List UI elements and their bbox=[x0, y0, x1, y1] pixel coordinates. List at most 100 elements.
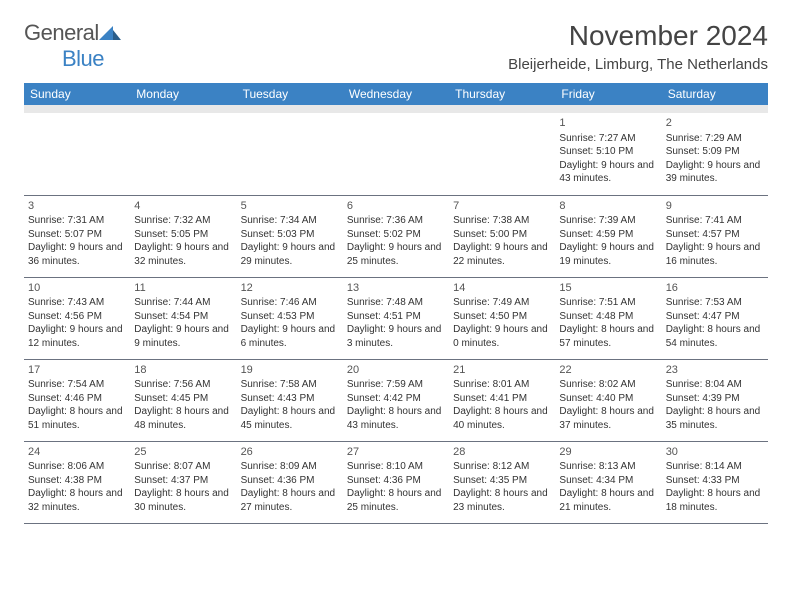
calendar-cell: 17Sunrise: 7:54 AM Sunset: 4:46 PM Dayli… bbox=[24, 359, 130, 441]
calendar-cell: 15Sunrise: 7:51 AM Sunset: 4:48 PM Dayli… bbox=[555, 277, 661, 359]
calendar-cell: 2Sunrise: 7:29 AM Sunset: 5:09 PM Daylig… bbox=[662, 113, 768, 195]
day-info: Sunrise: 7:54 AM Sunset: 4:46 PM Dayligh… bbox=[28, 378, 126, 432]
calendar-cell: 24Sunrise: 8:06 AM Sunset: 4:38 PM Dayli… bbox=[24, 441, 130, 523]
calendar-cell: 18Sunrise: 7:56 AM Sunset: 4:45 PM Dayli… bbox=[130, 359, 236, 441]
day-number: 28 bbox=[453, 445, 551, 460]
logo-triangle-icon bbox=[99, 24, 121, 40]
day-number: 24 bbox=[28, 445, 126, 460]
day-info: Sunrise: 7:53 AM Sunset: 4:47 PM Dayligh… bbox=[666, 296, 764, 350]
calendar-cell: 12Sunrise: 7:46 AM Sunset: 4:53 PM Dayli… bbox=[237, 277, 343, 359]
calendar-cell: 28Sunrise: 8:12 AM Sunset: 4:35 PM Dayli… bbox=[449, 441, 555, 523]
day-info: Sunrise: 7:34 AM Sunset: 5:03 PM Dayligh… bbox=[241, 214, 339, 268]
day-number: 21 bbox=[453, 363, 551, 378]
day-info: Sunrise: 8:10 AM Sunset: 4:36 PM Dayligh… bbox=[347, 460, 445, 514]
calendar-cell: 4Sunrise: 7:32 AM Sunset: 5:05 PM Daylig… bbox=[130, 195, 236, 277]
calendar-cell bbox=[343, 113, 449, 195]
calendar-cell: 13Sunrise: 7:48 AM Sunset: 4:51 PM Dayli… bbox=[343, 277, 449, 359]
calendar-cell: 26Sunrise: 8:09 AM Sunset: 4:36 PM Dayli… bbox=[237, 441, 343, 523]
calendar-cell bbox=[24, 113, 130, 195]
calendar-cell: 8Sunrise: 7:39 AM Sunset: 4:59 PM Daylig… bbox=[555, 195, 661, 277]
calendar-body: 1Sunrise: 7:27 AM Sunset: 5:10 PM Daylig… bbox=[24, 105, 768, 523]
day-info: Sunrise: 8:14 AM Sunset: 4:33 PM Dayligh… bbox=[666, 460, 764, 514]
day-header: Monday bbox=[130, 83, 236, 105]
logo-primary: General bbox=[24, 20, 99, 45]
day-info: Sunrise: 7:58 AM Sunset: 4:43 PM Dayligh… bbox=[241, 378, 339, 432]
day-info: Sunrise: 8:07 AM Sunset: 4:37 PM Dayligh… bbox=[134, 460, 232, 514]
day-info: Sunrise: 7:46 AM Sunset: 4:53 PM Dayligh… bbox=[241, 296, 339, 350]
day-number: 9 bbox=[666, 199, 764, 214]
calendar-cell: 20Sunrise: 7:59 AM Sunset: 4:42 PM Dayli… bbox=[343, 359, 449, 441]
day-info: Sunrise: 8:01 AM Sunset: 4:41 PM Dayligh… bbox=[453, 378, 551, 432]
day-info: Sunrise: 8:13 AM Sunset: 4:34 PM Dayligh… bbox=[559, 460, 657, 514]
calendar-cell bbox=[237, 113, 343, 195]
day-info: Sunrise: 7:29 AM Sunset: 5:09 PM Dayligh… bbox=[666, 132, 764, 186]
day-info: Sunrise: 7:32 AM Sunset: 5:05 PM Dayligh… bbox=[134, 214, 232, 268]
day-info: Sunrise: 7:56 AM Sunset: 4:45 PM Dayligh… bbox=[134, 378, 232, 432]
calendar-cell: 16Sunrise: 7:53 AM Sunset: 4:47 PM Dayli… bbox=[662, 277, 768, 359]
day-number: 5 bbox=[241, 199, 339, 214]
day-number: 6 bbox=[347, 199, 445, 214]
calendar-row: 24Sunrise: 8:06 AM Sunset: 4:38 PM Dayli… bbox=[24, 441, 768, 523]
title-block: November 2024 Bleijerheide, Limburg, The… bbox=[508, 20, 768, 73]
day-info: Sunrise: 8:06 AM Sunset: 4:38 PM Dayligh… bbox=[28, 460, 126, 514]
day-number: 7 bbox=[453, 199, 551, 214]
calendar-cell: 29Sunrise: 8:13 AM Sunset: 4:34 PM Dayli… bbox=[555, 441, 661, 523]
location-text: Bleijerheide, Limburg, The Netherlands bbox=[508, 56, 768, 73]
calendar-cell: 3Sunrise: 7:31 AM Sunset: 5:07 PM Daylig… bbox=[24, 195, 130, 277]
day-number: 1 bbox=[559, 116, 657, 131]
day-info: Sunrise: 7:31 AM Sunset: 5:07 PM Dayligh… bbox=[28, 214, 126, 268]
day-info: Sunrise: 8:02 AM Sunset: 4:40 PM Dayligh… bbox=[559, 378, 657, 432]
day-number: 2 bbox=[666, 116, 764, 131]
header: General Blue November 2024 Bleijerheide,… bbox=[24, 20, 768, 73]
day-number: 17 bbox=[28, 363, 126, 378]
day-number: 16 bbox=[666, 281, 764, 296]
day-header: Friday bbox=[555, 83, 661, 105]
day-number: 11 bbox=[134, 281, 232, 296]
day-number: 12 bbox=[241, 281, 339, 296]
day-number: 10 bbox=[28, 281, 126, 296]
day-info: Sunrise: 7:39 AM Sunset: 4:59 PM Dayligh… bbox=[559, 214, 657, 268]
calendar-row: 1Sunrise: 7:27 AM Sunset: 5:10 PM Daylig… bbox=[24, 113, 768, 195]
day-info: Sunrise: 7:38 AM Sunset: 5:00 PM Dayligh… bbox=[453, 214, 551, 268]
calendar-row: 17Sunrise: 7:54 AM Sunset: 4:46 PM Dayli… bbox=[24, 359, 768, 441]
day-info: Sunrise: 7:49 AM Sunset: 4:50 PM Dayligh… bbox=[453, 296, 551, 350]
day-number: 22 bbox=[559, 363, 657, 378]
day-number: 27 bbox=[347, 445, 445, 460]
calendar-cell bbox=[449, 113, 555, 195]
calendar-cell bbox=[130, 113, 236, 195]
logo-secondary: Blue bbox=[62, 46, 104, 71]
calendar-cell: 22Sunrise: 8:02 AM Sunset: 4:40 PM Dayli… bbox=[555, 359, 661, 441]
calendar-cell: 25Sunrise: 8:07 AM Sunset: 4:37 PM Dayli… bbox=[130, 441, 236, 523]
calendar-cell: 23Sunrise: 8:04 AM Sunset: 4:39 PM Dayli… bbox=[662, 359, 768, 441]
calendar-row: 10Sunrise: 7:43 AM Sunset: 4:56 PM Dayli… bbox=[24, 277, 768, 359]
calendar-cell: 14Sunrise: 7:49 AM Sunset: 4:50 PM Dayli… bbox=[449, 277, 555, 359]
day-info: Sunrise: 7:36 AM Sunset: 5:02 PM Dayligh… bbox=[347, 214, 445, 268]
day-number: 20 bbox=[347, 363, 445, 378]
day-header-row: SundayMondayTuesdayWednesdayThursdayFrid… bbox=[24, 83, 768, 105]
calendar-cell: 6Sunrise: 7:36 AM Sunset: 5:02 PM Daylig… bbox=[343, 195, 449, 277]
day-header: Saturday bbox=[662, 83, 768, 105]
calendar-cell: 11Sunrise: 7:44 AM Sunset: 4:54 PM Dayli… bbox=[130, 277, 236, 359]
day-info: Sunrise: 7:48 AM Sunset: 4:51 PM Dayligh… bbox=[347, 296, 445, 350]
day-info: Sunrise: 8:12 AM Sunset: 4:35 PM Dayligh… bbox=[453, 460, 551, 514]
page-title: November 2024 bbox=[508, 20, 768, 52]
day-info: Sunrise: 7:27 AM Sunset: 5:10 PM Dayligh… bbox=[559, 132, 657, 186]
calendar-cell: 19Sunrise: 7:58 AM Sunset: 4:43 PM Dayli… bbox=[237, 359, 343, 441]
calendar-cell: 21Sunrise: 8:01 AM Sunset: 4:41 PM Dayli… bbox=[449, 359, 555, 441]
day-number: 13 bbox=[347, 281, 445, 296]
day-info: Sunrise: 8:09 AM Sunset: 4:36 PM Dayligh… bbox=[241, 460, 339, 514]
day-info: Sunrise: 7:44 AM Sunset: 4:54 PM Dayligh… bbox=[134, 296, 232, 350]
day-number: 25 bbox=[134, 445, 232, 460]
day-number: 8 bbox=[559, 199, 657, 214]
day-info: Sunrise: 7:59 AM Sunset: 4:42 PM Dayligh… bbox=[347, 378, 445, 432]
day-number: 29 bbox=[559, 445, 657, 460]
logo: General Blue bbox=[24, 20, 121, 72]
day-number: 23 bbox=[666, 363, 764, 378]
calendar-cell: 30Sunrise: 8:14 AM Sunset: 4:33 PM Dayli… bbox=[662, 441, 768, 523]
calendar-row: 3Sunrise: 7:31 AM Sunset: 5:07 PM Daylig… bbox=[24, 195, 768, 277]
day-number: 3 bbox=[28, 199, 126, 214]
day-number: 19 bbox=[241, 363, 339, 378]
day-info: Sunrise: 8:04 AM Sunset: 4:39 PM Dayligh… bbox=[666, 378, 764, 432]
calendar-cell: 10Sunrise: 7:43 AM Sunset: 4:56 PM Dayli… bbox=[24, 277, 130, 359]
day-number: 4 bbox=[134, 199, 232, 214]
